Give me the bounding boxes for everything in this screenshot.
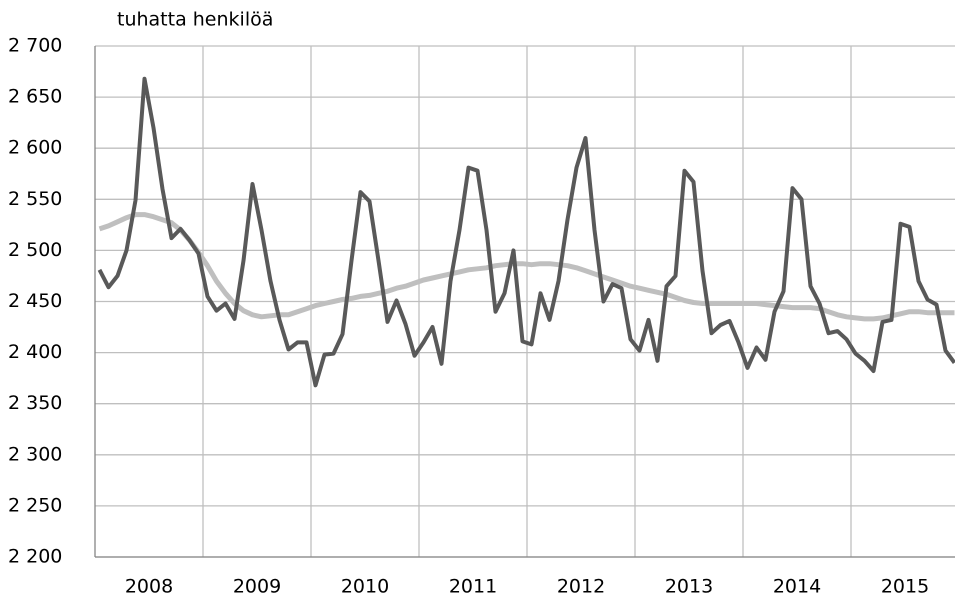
y-tick-label: 2 650 [8, 86, 62, 108]
chart-title: tuhatta henkilöä [117, 9, 273, 31]
x-tick-label: 2008 [125, 576, 173, 598]
y-tick-label: 2 200 [8, 546, 62, 568]
y-tick-label: 2 700 [8, 35, 62, 57]
x-tick-label: 2010 [341, 576, 389, 598]
y-tick-label: 2 450 [8, 290, 62, 312]
y-tick-label: 2 600 [8, 137, 62, 159]
x-tick-label: 2011 [449, 576, 497, 598]
x-tick-label: 2012 [557, 576, 605, 598]
y-tick-label: 2 500 [8, 239, 62, 261]
y-tick-label: 2 300 [8, 443, 62, 465]
y-tick-label: 2 250 [8, 494, 62, 516]
y-tick-label: 2 400 [8, 341, 62, 363]
y-tick-label: 2 350 [8, 392, 62, 414]
x-tick-label: 2013 [665, 576, 713, 598]
data-line [97, 76, 955, 388]
x-tick-label: 2015 [881, 576, 929, 598]
x-tick-label: 2014 [773, 576, 821, 598]
y-tick-label: 2 550 [8, 188, 62, 210]
data-line [98, 212, 955, 322]
x-tick-label: 2009 [233, 576, 281, 598]
